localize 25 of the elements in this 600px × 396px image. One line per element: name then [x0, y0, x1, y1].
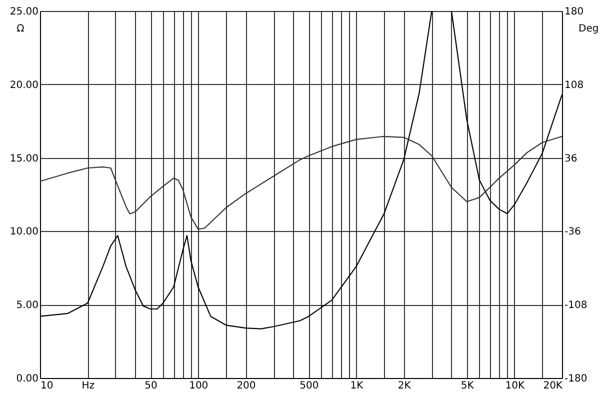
y2-tick-label: -108	[564, 300, 588, 312]
x-tick-label: 10	[40, 380, 54, 392]
y2-tick-label: 36	[564, 153, 578, 164]
y-tick-label: 10.00	[10, 226, 38, 238]
x-tick-label: 20K	[543, 380, 563, 392]
y2-axis-title: Deg	[578, 24, 599, 34]
x-tick-label: 200	[236, 380, 256, 392]
y-tick-label: 0.00	[16, 374, 38, 384]
x-tick-label: 500	[300, 380, 319, 392]
x-tick-label: 50	[144, 380, 158, 392]
x-tick-label: 2K	[398, 380, 412, 392]
y-tick-label: 25.00	[10, 6, 38, 18]
y-tick-label: 20.00	[10, 80, 38, 91]
y2-tick-label: 108	[564, 80, 584, 91]
y-axis-title: Ω	[16, 24, 25, 34]
x-tick-label: 1K	[350, 380, 364, 392]
y-tick-label: 15.00	[10, 153, 38, 164]
x-tick-label: 10K	[505, 380, 525, 392]
x-tick-label: Hz	[82, 380, 94, 392]
x-tick-label: 100	[189, 380, 208, 392]
y2-tick-label: -180	[564, 374, 588, 384]
y2-tick-label: -36	[564, 226, 581, 238]
x-tick-label: 5K	[460, 380, 474, 392]
y-tick-label: 5.00	[16, 300, 38, 312]
y2-tick-label: 180	[564, 6, 584, 18]
